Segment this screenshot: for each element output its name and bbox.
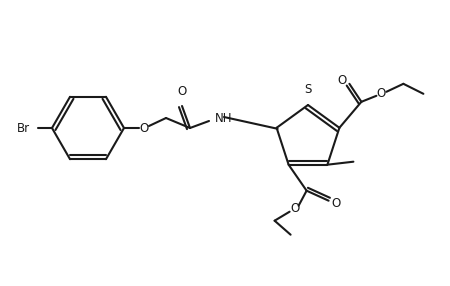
Text: NH: NH [215,112,233,124]
Text: O: O [177,85,187,98]
Text: O: O [140,122,148,134]
Text: O: O [338,74,347,87]
Text: Br: Br [17,122,30,134]
Text: O: O [377,87,386,100]
Text: O: O [331,197,340,210]
Text: O: O [290,202,299,215]
Text: S: S [304,83,312,96]
